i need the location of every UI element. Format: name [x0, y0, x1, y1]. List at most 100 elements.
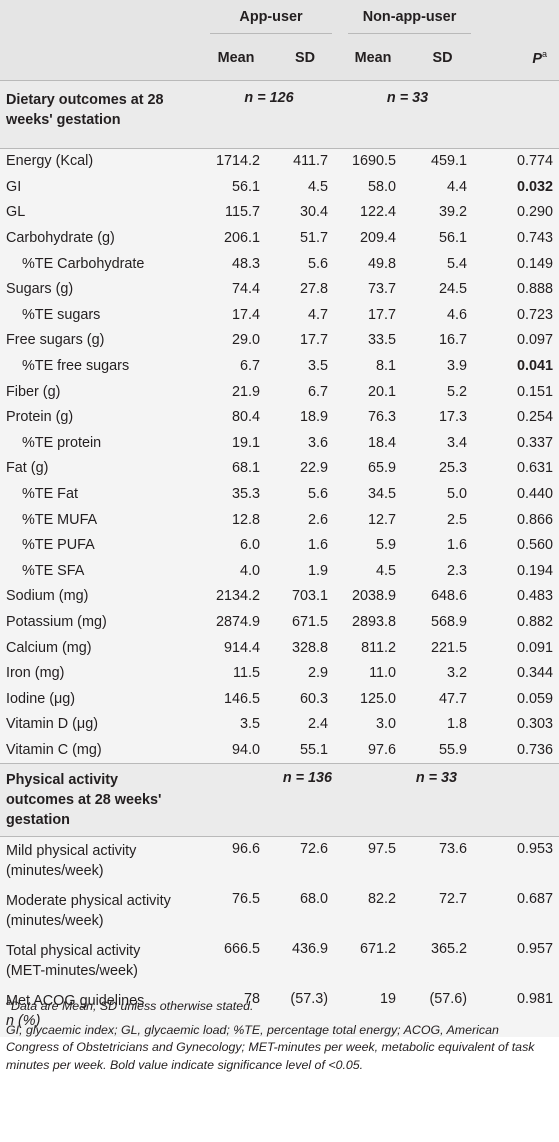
row-label: GL: [6, 204, 26, 221]
column-header-sd-non: SD: [432, 49, 453, 66]
n-app-pa: n = 136: [200, 762, 339, 837]
row-label: %TE protein: [22, 434, 102, 451]
section-label-dietary-line2: weeks' gestation: [6, 111, 121, 128]
value-sd-non: 568.9: [431, 613, 468, 630]
value-mean-non: 4.5: [376, 562, 397, 579]
row-label-line2: (MET-minutes/week): [6, 962, 138, 979]
table-row: %TE protein 19.1 3.6 18.4 3.4 0.337: [0, 430, 559, 456]
value-sd-non: 3.2: [447, 665, 468, 682]
row-label: Protein (g): [6, 409, 74, 426]
value-mean-non: 5.9: [376, 537, 397, 554]
value-mean-non: 20.1: [368, 383, 397, 400]
value-sd-non: 73.6: [408, 835, 478, 887]
value-sd-app: 6.7: [308, 383, 329, 400]
table-row: Vitamin C (mg) 94.0 55.1 97.6 55.9 0.736: [0, 737, 559, 763]
value-mean-non: 2893.8: [352, 613, 397, 630]
row-label: Mild physical activity (minutes/week): [0, 835, 200, 887]
table-row: Iron (mg) 11.5 2.9 11.0 3.2 0.344: [0, 660, 559, 686]
table-row: %TE MUFA 12.8 2.6 12.7 2.5 0.866: [0, 507, 559, 533]
value-sd-non: 459.1: [408, 147, 478, 175]
row-label: Calcium (mg): [6, 639, 92, 656]
value-p: 0.981: [517, 990, 554, 1007]
table-row: %TE SFA 4.0 1.9 4.5 2.3 0.194: [0, 558, 559, 584]
value-sd-app: 60.3: [300, 690, 329, 707]
value-sd-non: 72.7: [439, 890, 468, 907]
value-mean-non: 3.0: [376, 716, 397, 733]
value-mean-app: 6.0: [239, 537, 260, 554]
value-sd-app: 17.7: [300, 332, 329, 349]
value-p: 0.866: [517, 511, 554, 528]
value-p: 0.149: [517, 255, 554, 272]
value-p: 0.560: [517, 537, 554, 554]
table-row: %TE sugars 17.4 4.7 17.7 4.6 0.723: [0, 302, 559, 328]
value-sd-app: (57.3): [290, 990, 329, 1007]
row-label: Met ACOG guidelines n (%): [0, 987, 200, 1037]
table-row: Met ACOG guidelines n (%) 78 (57.3) 19 (57.6)…: [0, 987, 559, 1037]
value-mean-app: 914.4: [223, 639, 260, 656]
footnotes: aData are Mean, SD unless otherwise stat…: [6, 994, 554, 1081]
value-p: 0.059: [517, 690, 554, 707]
row-label-line1: Moderate physical activity: [6, 892, 171, 909]
value-p: 0.736: [517, 741, 554, 758]
value-mean-app: 11.5: [233, 665, 260, 682]
value-sd-non: 25.3: [439, 460, 468, 477]
value-p: 0.337: [517, 434, 554, 451]
value-p: 0.440: [517, 486, 554, 503]
value-mean-non: 18.4: [368, 434, 397, 451]
value-mean-non: 65.9: [368, 460, 397, 477]
column-header-p: Pa: [532, 48, 548, 67]
row-label: Iodine (μg): [6, 690, 76, 707]
section-header-physical-activity: Physical activity outcomes at 28 weeks' …: [0, 762, 559, 837]
column-header-sd-app: SD: [295, 49, 315, 66]
row-label: Carbohydrate (g): [6, 230, 115, 247]
dietary-rows: Energy (Kcal) 1714.2 411.7 1690.5 459.1 0.774…: [0, 147, 559, 764]
value-sd-app: 3.5: [308, 358, 329, 375]
table-row: Calcium (mg) 914.4 328.8 811.2 221.5 0.091: [0, 635, 559, 661]
value-p: 0.957: [517, 940, 554, 957]
row-label-line2: (minutes/week): [6, 912, 104, 929]
footnote-abbreviations: GI, glycaemic index; GL, glycaemic load;…: [6, 1022, 535, 1072]
value-sd-app: 703.1: [292, 588, 329, 605]
value-mean-non: 209.4: [360, 230, 397, 247]
row-label: Vitamin C (mg): [6, 741, 102, 758]
value-sd-app: 4.7: [308, 306, 329, 323]
value-sd-non: 1.8: [447, 716, 468, 733]
value-mean-non: 671.2: [360, 940, 397, 957]
value-mean-non: 17.7: [368, 306, 397, 323]
row-label: Fiber (g): [6, 383, 61, 400]
value-mean-non: 125.0: [360, 690, 397, 707]
value-mean-non: 11.0: [369, 665, 397, 682]
value-sd-app: 2.9: [308, 665, 329, 682]
value-sd-app: 671.5: [292, 613, 329, 630]
value-sd-app: 27.8: [300, 281, 329, 298]
table-row: Total physical activity (MET-minutes/week…: [0, 937, 559, 987]
value-p: 0.097: [517, 332, 554, 349]
row-label: %TE sugars: [22, 306, 101, 323]
row-label: %TE PUFA: [22, 537, 95, 554]
value-mean-app: 76.5: [231, 890, 260, 907]
value-mean-non: 19: [380, 990, 397, 1007]
value-mean-non: 73.7: [368, 281, 397, 298]
row-label: Energy (Kcal): [0, 147, 200, 175]
value-sd-non: 5.4: [447, 255, 468, 272]
value-sd-non: 648.6: [431, 588, 468, 605]
table-row: Fiber (g) 21.9 6.7 20.1 5.2 0.151: [0, 379, 559, 405]
value-sd-non: 4.4: [447, 178, 468, 195]
row-label: Sugars (g): [6, 281, 74, 298]
value-mean-app: 17.4: [231, 306, 260, 323]
value-p: 0.953: [477, 835, 559, 887]
value-sd-app: 22.9: [300, 460, 329, 477]
value-p: 0.091: [517, 639, 554, 656]
value-mean-non: 2038.9: [352, 588, 397, 605]
value-mean-app: 21.9: [231, 383, 260, 400]
value-sd-non: 3.9: [447, 358, 468, 375]
n-app-dietary: n = 126: [200, 79, 339, 148]
table-row: Sugars (g) 74.4 27.8 73.7 24.5 0.888: [0, 276, 559, 302]
value-sd-app: 55.1: [300, 741, 329, 758]
table-row: %TE Fat 35.3 5.6 34.5 5.0 0.440: [0, 481, 559, 507]
value-mean-non: 33.5: [368, 332, 397, 349]
row-label: %TE SFA: [22, 562, 85, 579]
value-sd-app: 72.6: [272, 835, 339, 887]
table-row: Iodine (μg) 146.5 60.3 125.0 47.7 0.059: [0, 686, 559, 712]
value-p: 0.344: [517, 665, 554, 682]
